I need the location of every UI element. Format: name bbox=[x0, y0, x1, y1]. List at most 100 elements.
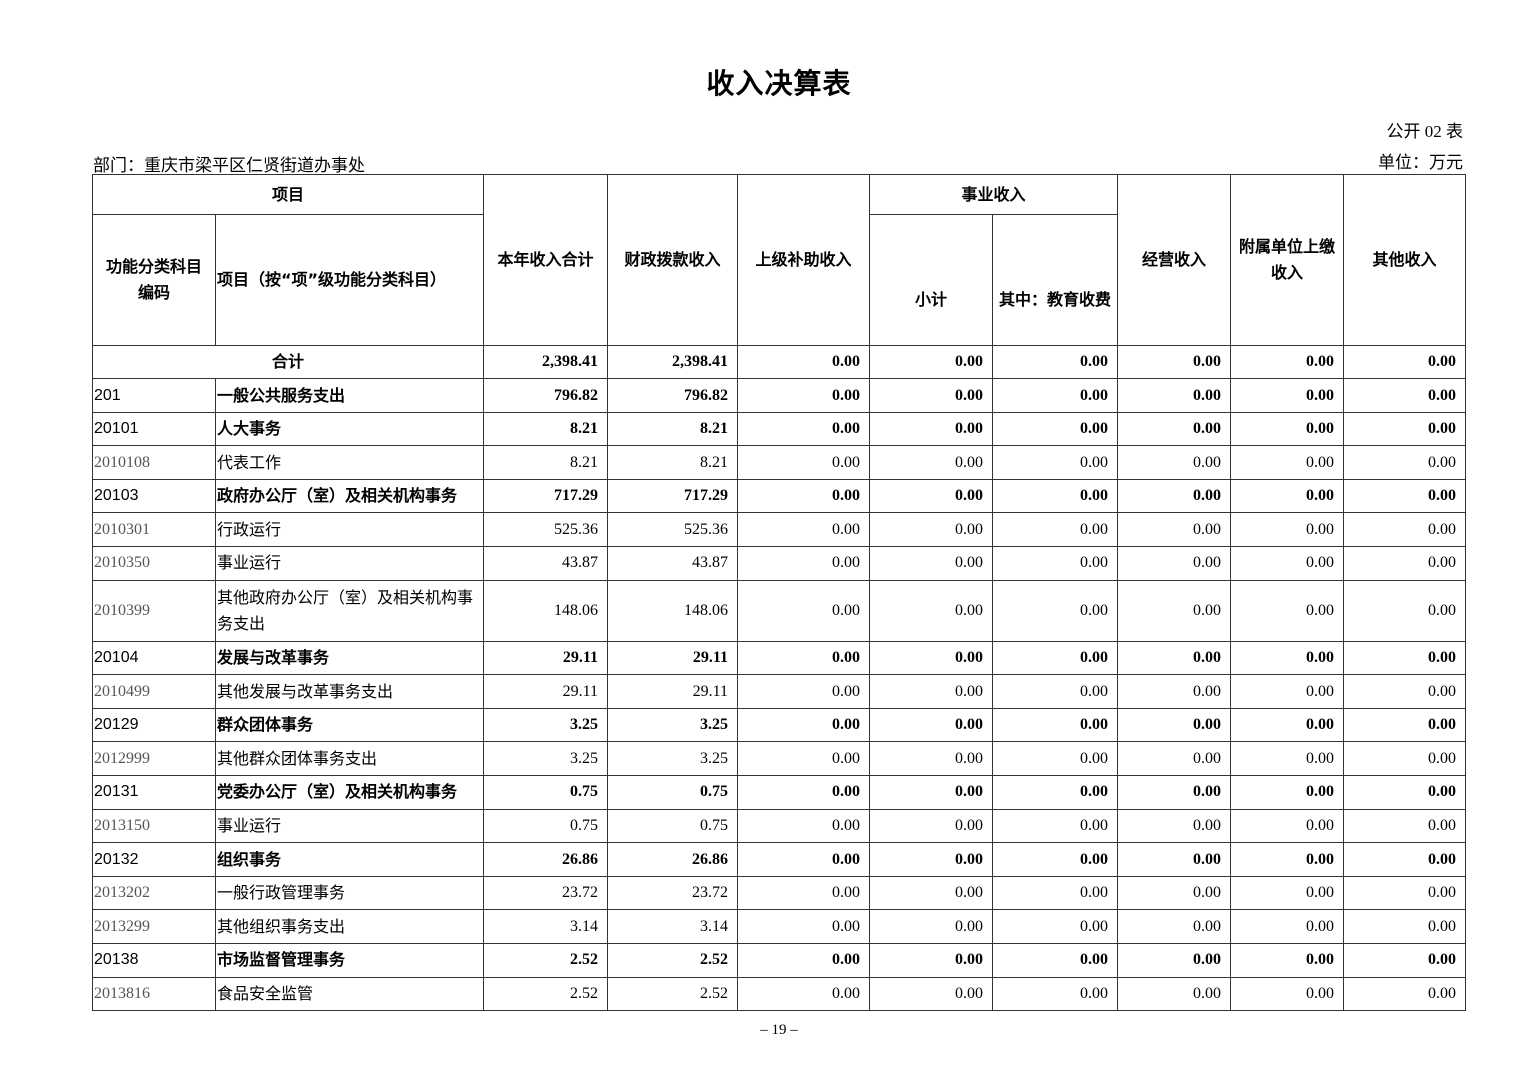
row-value: 796.82 bbox=[607, 378, 738, 413]
table-row: 20101 人大事务 8.21 8.21 0.00 0.00 0.00 0.00 0.00 0.0… bbox=[92, 411, 1466, 447]
row-value: 8.21 bbox=[483, 445, 608, 480]
total-value: 0.00 bbox=[1117, 345, 1231, 379]
total-value: 0.00 bbox=[737, 345, 870, 379]
row-value: 0.00 bbox=[1117, 842, 1231, 877]
row-value: 0.00 bbox=[1117, 942, 1231, 978]
table-row: 20129 群众团体事务 3.25 3.25 0.00 0.00 0.00 0.00 0.00 0… bbox=[92, 707, 1466, 743]
row-value: 0.00 bbox=[992, 976, 1118, 1012]
table-row: 2010399 其他政府办公厅（室）及相关机构事务支出 148.06 148.06 0.… bbox=[92, 579, 1466, 642]
row-value: 0.00 bbox=[869, 640, 993, 676]
row-value: 29.11 bbox=[607, 640, 738, 676]
row-code: 2013150 bbox=[92, 808, 216, 844]
row-value: 0.00 bbox=[992, 808, 1118, 844]
row-value: 0.00 bbox=[1230, 942, 1344, 978]
table-row: 20104 发展与改革事务 29.11 29.11 0.00 0.00 0.00 0.00 0.… bbox=[92, 640, 1466, 676]
row-value: 0.00 bbox=[992, 741, 1118, 776]
row-value: 0.00 bbox=[1343, 545, 1466, 581]
header-code: 功能分类科目编码 bbox=[92, 214, 216, 346]
total-value: 0.00 bbox=[1230, 345, 1344, 379]
row-value: 0.00 bbox=[992, 640, 1118, 676]
row-value: 0.00 bbox=[1343, 875, 1466, 911]
row-code: 201 bbox=[92, 378, 216, 413]
row-value: 0.00 bbox=[869, 842, 993, 877]
row-value: 8.21 bbox=[483, 411, 608, 447]
header-subtotal: 小计 bbox=[869, 214, 993, 346]
row-value: 0.00 bbox=[1230, 545, 1344, 581]
row-value: 0.00 bbox=[737, 741, 870, 776]
row-code: 2010301 bbox=[92, 512, 216, 547]
row-value: 0.00 bbox=[992, 411, 1118, 447]
row-value: 0.00 bbox=[869, 579, 993, 642]
unit-label: 单位：万元 bbox=[1378, 153, 1463, 172]
row-name: 一般公共服务支出 bbox=[215, 378, 484, 413]
row-value: 0.00 bbox=[992, 842, 1118, 877]
row-name: 其他政府办公厅（室）及相关机构事务支出 bbox=[215, 579, 484, 642]
row-name: 党委办公厅（室）及相关机构事务 bbox=[215, 774, 484, 810]
table-row: 2010499 其他发展与改革事务支出 29.11 29.11 0.00 0.00 0.00… bbox=[92, 674, 1466, 709]
row-value: 0.00 bbox=[1343, 579, 1466, 642]
row-value: 0.00 bbox=[1230, 411, 1344, 447]
department-label: 部门：重庆市梁平区仁贤街道办事处 bbox=[93, 156, 365, 175]
row-value: 0.00 bbox=[992, 445, 1118, 480]
row-value: 0.00 bbox=[1230, 378, 1344, 413]
row-value: 0.00 bbox=[1117, 378, 1231, 413]
row-value: 0.00 bbox=[1343, 774, 1466, 810]
header-affiliated: 附属单位上缴收入 bbox=[1230, 174, 1344, 346]
row-name: 其他群众团体事务支出 bbox=[215, 741, 484, 776]
table-row: 201 一般公共服务支出 796.82 796.82 0.00 0.00 0.00 0.00 0… bbox=[92, 378, 1466, 413]
header-operating: 经营收入 bbox=[1117, 174, 1231, 346]
header-education: 其中：教育收费 bbox=[992, 214, 1118, 346]
row-value: 0.00 bbox=[737, 774, 870, 810]
row-value: 0.00 bbox=[737, 411, 870, 447]
row-value: 43.87 bbox=[607, 545, 738, 581]
total-value: 2,398.41 bbox=[483, 345, 608, 379]
row-name: 人大事务 bbox=[215, 411, 484, 447]
table-row: 2013150 事业运行 0.75 0.75 0.00 0.00 0.00 0.00 0.00 0… bbox=[92, 808, 1466, 844]
table-row: 2010301 行政运行 525.36 525.36 0.00 0.00 0.00 0.00 0… bbox=[92, 512, 1466, 547]
row-value: 0.00 bbox=[1117, 741, 1231, 776]
row-value: 0.00 bbox=[869, 512, 993, 547]
row-value: 43.87 bbox=[483, 545, 608, 581]
row-value: 0.00 bbox=[1230, 579, 1344, 642]
row-value: 0.00 bbox=[869, 478, 993, 514]
row-value: 0.00 bbox=[1343, 674, 1466, 709]
page-title: 收入决算表 bbox=[706, 67, 852, 100]
row-code: 20104 bbox=[92, 640, 216, 676]
row-value: 3.25 bbox=[607, 707, 738, 743]
row-value: 0.00 bbox=[737, 478, 870, 514]
row-value: 0.00 bbox=[1117, 808, 1231, 844]
total-value: 0.00 bbox=[1343, 345, 1466, 379]
row-value: 0.00 bbox=[737, 842, 870, 877]
row-value: 0.00 bbox=[992, 378, 1118, 413]
header-item: 项目 bbox=[92, 174, 484, 215]
row-value: 0.00 bbox=[992, 774, 1118, 810]
row-value: 0.00 bbox=[737, 909, 870, 944]
row-value: 0.00 bbox=[1117, 640, 1231, 676]
row-value: 0.00 bbox=[737, 445, 870, 480]
row-value: 0.75 bbox=[607, 774, 738, 810]
row-value: 0.00 bbox=[1230, 808, 1344, 844]
table-row: 2013202 一般行政管理事务 23.72 23.72 0.00 0.00 0.00 0.0… bbox=[92, 875, 1466, 911]
page-number: – 19 – bbox=[760, 1022, 798, 1038]
header-name: 项目（按“项”级功能分类科目） bbox=[215, 214, 484, 346]
row-value: 525.36 bbox=[607, 512, 738, 547]
table-row: 20103 政府办公厅（室）及相关机构事务 717.29 717.29 0.00 0.00… bbox=[92, 478, 1466, 514]
row-value: 0.00 bbox=[1230, 875, 1344, 911]
row-value: 0.00 bbox=[1343, 512, 1466, 547]
row-name: 其他组织事务支出 bbox=[215, 909, 484, 944]
row-value: 0.00 bbox=[869, 378, 993, 413]
row-value: 0.00 bbox=[1343, 478, 1466, 514]
row-value: 0.00 bbox=[869, 976, 993, 1012]
table-row: 2013816 食品安全监管 2.52 2.52 0.00 0.00 0.00 0.00 0.0… bbox=[92, 976, 1466, 1012]
row-value: 0.00 bbox=[1343, 808, 1466, 844]
row-value: 29.11 bbox=[607, 674, 738, 709]
row-value: 0.00 bbox=[1117, 545, 1231, 581]
table-row: 20132 组织事务 26.86 26.86 0.00 0.00 0.00 0.00 0.00 0… bbox=[92, 842, 1466, 877]
row-value: 0.00 bbox=[1230, 774, 1344, 810]
row-value: 0.00 bbox=[1230, 741, 1344, 776]
header-superior: 上级补助收入 bbox=[737, 174, 870, 346]
row-value: 0.00 bbox=[737, 875, 870, 911]
row-value: 0.00 bbox=[1117, 411, 1231, 447]
row-value: 0.00 bbox=[1343, 445, 1466, 480]
row-name: 群众团体事务 bbox=[215, 707, 484, 743]
